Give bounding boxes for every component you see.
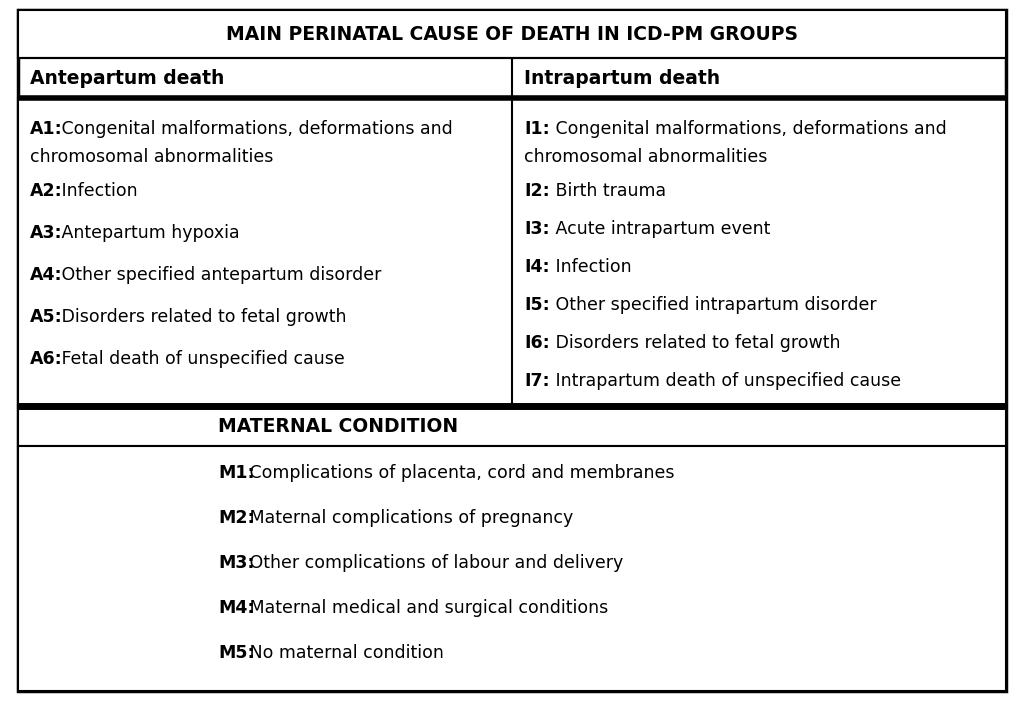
Text: A5:: A5: <box>30 308 62 326</box>
Text: chromosomal abnormalities: chromosomal abnormalities <box>524 148 767 166</box>
Text: Fetal death of unspecified cause: Fetal death of unspecified cause <box>55 350 344 368</box>
Text: MAIN PERINATAL CAUSE OF DEATH IN ICD-PM GROUPS: MAIN PERINATAL CAUSE OF DEATH IN ICD-PM … <box>226 25 798 43</box>
Text: A1:: A1: <box>30 120 62 138</box>
Text: Intrapartum death of unspecified cause: Intrapartum death of unspecified cause <box>550 372 901 390</box>
Text: Antepartum death: Antepartum death <box>30 69 224 88</box>
Text: A6:: A6: <box>30 350 62 368</box>
Bar <box>18 446 1006 691</box>
Text: Acute intrapartum event: Acute intrapartum event <box>550 220 770 238</box>
Text: Complications of placenta, cord and membranes: Complications of placenta, cord and memb… <box>244 464 674 482</box>
Text: Maternal complications of pregnancy: Maternal complications of pregnancy <box>244 509 572 527</box>
Text: M5:: M5: <box>218 644 255 662</box>
Text: Infection: Infection <box>55 182 137 200</box>
Text: M1:: M1: <box>218 464 255 482</box>
Text: I1:: I1: <box>524 120 550 138</box>
Bar <box>18 98 1006 406</box>
Text: Disorders related to fetal growth: Disorders related to fetal growth <box>55 308 346 326</box>
Text: Other specified antepartum disorder: Other specified antepartum disorder <box>55 266 381 284</box>
Text: Other complications of labour and delivery: Other complications of labour and delive… <box>244 554 623 572</box>
Text: Congenital malformations, deformations and: Congenital malformations, deformations a… <box>550 120 946 138</box>
Text: M4:: M4: <box>218 599 255 617</box>
Text: Antepartum hypoxia: Antepartum hypoxia <box>55 224 240 242</box>
Text: No maternal condition: No maternal condition <box>244 644 443 662</box>
Text: M3:: M3: <box>218 554 255 572</box>
Text: Intrapartum death: Intrapartum death <box>524 69 720 88</box>
Text: Maternal medical and surgical conditions: Maternal medical and surgical conditions <box>244 599 608 617</box>
Text: Other specified intrapartum disorder: Other specified intrapartum disorder <box>550 296 877 314</box>
Text: I6:: I6: <box>524 334 550 352</box>
Text: A3:: A3: <box>30 224 62 242</box>
Text: I4:: I4: <box>524 258 550 276</box>
Text: A2:: A2: <box>30 182 62 200</box>
Text: chromosomal abnormalities: chromosomal abnormalities <box>30 148 273 166</box>
Text: Congenital malformations, deformations and: Congenital malformations, deformations a… <box>55 120 453 138</box>
Text: MATERNAL CONDITION: MATERNAL CONDITION <box>218 416 458 435</box>
Text: A4:: A4: <box>30 266 62 284</box>
Bar <box>18 10 1006 58</box>
Text: I7:: I7: <box>524 372 550 390</box>
Text: Infection: Infection <box>550 258 631 276</box>
Text: I2:: I2: <box>524 182 550 200</box>
Text: I3:: I3: <box>524 220 550 238</box>
Text: Birth trauma: Birth trauma <box>550 182 666 200</box>
Text: M2:: M2: <box>218 509 255 527</box>
Text: Disorders related to fetal growth: Disorders related to fetal growth <box>550 334 840 352</box>
Text: I5:: I5: <box>524 296 550 314</box>
Bar <box>18 406 1006 446</box>
